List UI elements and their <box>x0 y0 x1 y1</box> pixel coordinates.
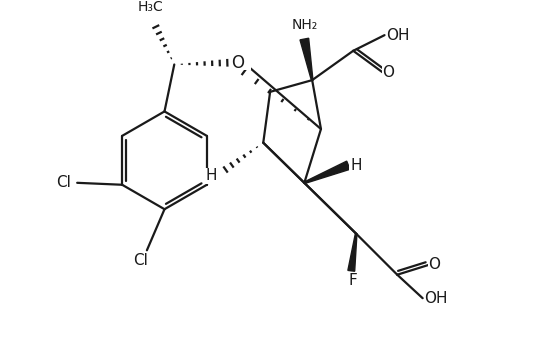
Text: Cl: Cl <box>134 253 149 267</box>
Bar <box>205 168 218 184</box>
Bar <box>387 27 410 43</box>
Text: O: O <box>382 65 394 80</box>
Polygon shape <box>304 161 350 184</box>
Bar <box>52 175 75 191</box>
Text: O: O <box>232 54 244 72</box>
Text: NH₂: NH₂ <box>291 18 317 32</box>
Text: O: O <box>428 257 441 272</box>
Text: H₃C: H₃C <box>138 0 164 14</box>
Text: O: O <box>232 54 244 72</box>
Bar <box>382 65 395 80</box>
Text: H: H <box>206 168 217 184</box>
Text: OH: OH <box>387 28 410 43</box>
Polygon shape <box>300 38 313 80</box>
Bar <box>425 290 448 306</box>
Bar <box>231 55 245 70</box>
Bar <box>135 0 167 15</box>
Text: H: H <box>350 158 362 173</box>
Bar <box>346 273 360 289</box>
Bar <box>349 157 363 173</box>
Text: Cl: Cl <box>56 175 71 190</box>
Bar <box>130 252 152 268</box>
Text: F: F <box>349 273 358 288</box>
Bar <box>427 257 441 273</box>
Polygon shape <box>348 233 357 271</box>
Bar <box>290 18 319 33</box>
FancyBboxPatch shape <box>231 55 251 70</box>
Text: OH: OH <box>425 291 448 306</box>
